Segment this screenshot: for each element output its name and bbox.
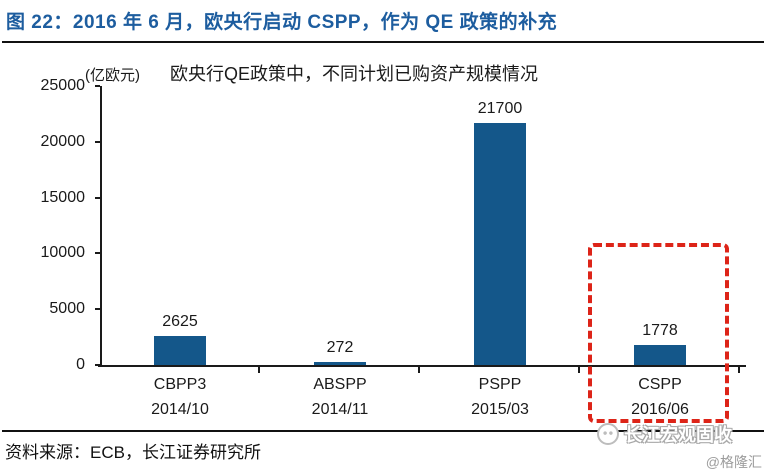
y-axis-tick xyxy=(95,140,100,143)
bar-cbpp3 xyxy=(154,336,206,365)
y-axis-unit-label: (亿欧元) xyxy=(85,67,140,84)
y-axis-tick-label: 10000 xyxy=(40,244,86,262)
y-axis-tick xyxy=(95,85,100,87)
category-date-label: 2016/06 xyxy=(631,401,689,418)
x-axis-tick xyxy=(418,367,420,373)
watermark-title: 长江宏观固收 xyxy=(624,425,732,445)
y-axis-tick-label: 20000 xyxy=(40,132,86,150)
category-label: PSPP xyxy=(478,376,522,393)
y-axis-tick-label: 15000 xyxy=(40,188,86,206)
category-label: ABSPP xyxy=(313,376,367,393)
chart-title: 欧央行QE政策中，不同计划已购资产规模情况 xyxy=(170,64,539,84)
plot-area: 0 5000 10000 15000 20000 25000 2625 CBPP3 2014/1… xyxy=(41,77,746,418)
bar-value-label: 272 xyxy=(326,339,354,356)
watermark-logo-icon xyxy=(597,423,619,445)
bar-abspp xyxy=(314,362,366,365)
category-date-label: 2014/11 xyxy=(311,401,369,418)
x-axis-tick xyxy=(258,367,260,373)
bar-value-label: 1778 xyxy=(642,322,678,339)
y-axis-tick xyxy=(95,364,100,366)
cspp-highlight-box xyxy=(588,243,729,423)
bar-value-label: 21700 xyxy=(477,100,523,117)
x-axis-tick xyxy=(578,367,580,373)
x-axis-line xyxy=(98,365,746,367)
x-axis-tick xyxy=(738,367,740,373)
y-axis-tick xyxy=(95,308,100,311)
category-date-label: 2015/03 xyxy=(471,401,529,418)
y-axis-tick xyxy=(95,252,100,255)
y-axis-tick xyxy=(95,196,100,199)
bar-cspp xyxy=(634,345,686,365)
watermark-handle: @格隆汇 xyxy=(705,454,762,470)
source-note: 资料来源：ECB，长江证券研究所 xyxy=(5,443,261,462)
bar-pspp xyxy=(474,123,526,365)
y-axis-tick-label: 5000 xyxy=(49,300,85,318)
footer-divider xyxy=(2,430,764,432)
watermark: 长江宏观固收 xyxy=(597,421,732,447)
figure-title: 图 22：2016 年 6 月，欧央行启动 CSPP，作为 QE 政策的补充 xyxy=(6,12,558,33)
title-divider xyxy=(2,41,764,43)
category-label: CSPP xyxy=(638,376,682,393)
y-axis-tick-label: 25000 xyxy=(40,77,86,94)
bar-value-label: 2625 xyxy=(162,313,198,330)
y-axis-line xyxy=(100,86,102,367)
y-axis-tick-label: 0 xyxy=(76,356,85,373)
category-date-label: 2014/10 xyxy=(151,401,209,418)
category-label: CBPP3 xyxy=(153,376,207,393)
